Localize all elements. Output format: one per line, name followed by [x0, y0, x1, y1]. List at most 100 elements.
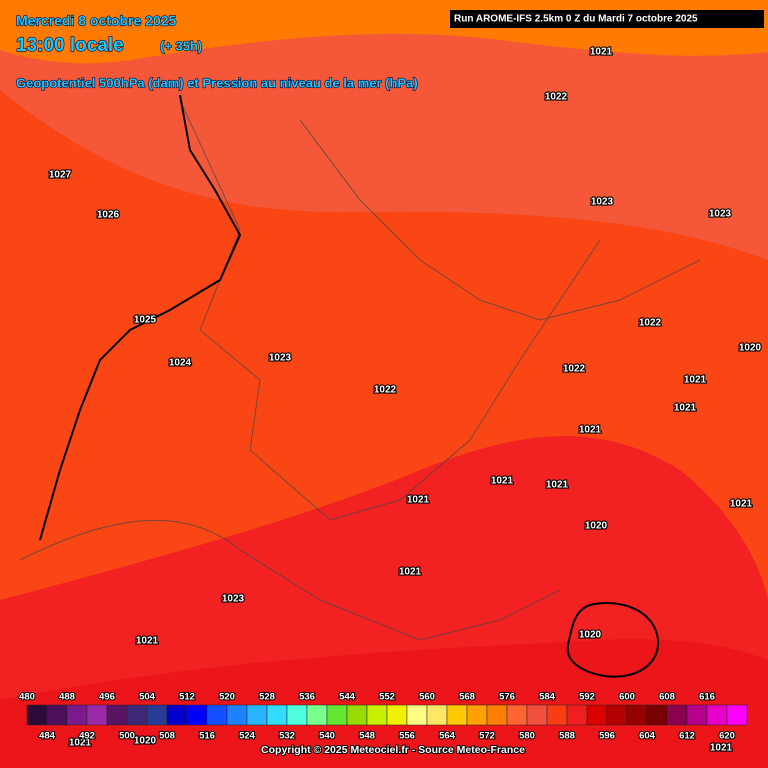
isobar-label: 1023 — [709, 209, 732, 220]
colorbar-swatch — [106, 704, 128, 726]
colorbar-label: 556 — [399, 731, 415, 742]
isobar-label: 1021 — [674, 403, 697, 414]
border-line — [299, 119, 701, 321]
borders — [19, 99, 701, 641]
isobar-label: 1021 — [491, 476, 514, 487]
isobar-label: 1023 — [269, 353, 292, 364]
isobar-label: 1021 — [136, 636, 159, 647]
colorbar-swatch — [526, 704, 548, 726]
colorbar-swatch — [366, 704, 388, 726]
isobar-label: 1022 — [639, 318, 662, 329]
colorbar-swatch — [86, 704, 108, 726]
colorbar-swatch — [246, 704, 268, 726]
colorbar-swatch — [406, 704, 428, 726]
copyright: Copyright © 2025 Meteociel.fr - Source M… — [261, 744, 525, 756]
colorbar-label: 604 — [639, 731, 656, 742]
coast-line — [39, 94, 242, 541]
colorbar-label: 516 — [199, 731, 215, 742]
colorbar-label: 568 — [459, 692, 475, 703]
colorbar-label: 612 — [679, 731, 695, 742]
colorbar-swatch — [226, 704, 248, 726]
isobar-label: 1021 — [69, 738, 92, 749]
isobar-label: 1021 — [710, 743, 733, 754]
colorbar-label: 572 — [479, 731, 495, 742]
colorbar-swatch — [46, 704, 68, 726]
colorbar-swatch — [266, 704, 288, 726]
colorbar-label: 520 — [219, 692, 235, 703]
isobar-label: 1023 — [591, 197, 614, 208]
colorbar-swatch — [686, 704, 708, 726]
colorbar-label: 620 — [719, 731, 735, 742]
isobar-label: 1020 — [585, 521, 608, 532]
colorbar-label: 544 — [339, 692, 356, 703]
colorbar-swatch — [586, 704, 608, 726]
isobar-label: 1021 — [579, 425, 602, 436]
colorbar-label: 532 — [279, 731, 295, 742]
colorbar-label: 616 — [699, 692, 715, 703]
colorbar-label: 588 — [559, 731, 575, 742]
colorbar-label: 508 — [159, 731, 175, 742]
isobar-label: 1025 — [134, 315, 157, 326]
colorbar-label: 600 — [619, 692, 635, 703]
isobar-label: 1021 — [684, 375, 707, 386]
colorbar-label: 552 — [379, 692, 395, 703]
border-line — [19, 519, 241, 561]
colorbar-label: 492 — [79, 731, 95, 742]
isobar-label: 1023 — [222, 594, 245, 605]
colorbar-swatch — [486, 704, 508, 726]
geopotential-band — [0, 639, 768, 768]
colorbar-label: 496 — [99, 692, 115, 703]
colorbar-swatch — [166, 704, 188, 726]
colorbar-swatch — [566, 704, 588, 726]
colorbar-label: 548 — [359, 731, 375, 742]
colorbar-label: 596 — [599, 731, 615, 742]
colorbar-swatch — [626, 704, 648, 726]
coastline — [39, 94, 660, 678]
colorbar-label: 480 — [19, 692, 35, 703]
isobar-label: 1020 — [579, 630, 602, 641]
isobar-label: 1026 — [97, 210, 120, 221]
colorbar-swatch — [606, 704, 628, 726]
colorbar-swatch — [306, 704, 328, 726]
isobar-label: 1021 — [546, 480, 569, 491]
colorbar-swatch — [146, 704, 168, 726]
lead-time: (+ 35h) — [160, 38, 202, 53]
run-info: Run AROME-IFS 2.5km 0 Z du Mardi 7 octob… — [454, 14, 698, 25]
colorbar-label: 528 — [259, 692, 275, 703]
colorbar-swatch — [546, 704, 568, 726]
colorbar-swatch — [386, 704, 408, 726]
isobar-label: 1020 — [739, 343, 762, 354]
geopotential-band — [0, 0, 768, 260]
colorbar-swatch — [206, 704, 228, 726]
colorbar-swatch — [126, 704, 148, 726]
colorbar-swatch — [66, 704, 88, 726]
colorbar-swatch — [186, 704, 208, 726]
isobar-label: 1022 — [563, 364, 586, 375]
colorbar-swatch — [346, 704, 368, 726]
colorbar-label: 524 — [239, 731, 256, 742]
border-line — [239, 549, 561, 641]
colorbar-label: 564 — [439, 731, 456, 742]
colorbar-label: 484 — [39, 731, 56, 742]
isobar-label: 1024 — [169, 358, 192, 369]
isobar-label: 1021 — [399, 567, 422, 578]
colorbar-swatch — [446, 704, 468, 726]
isobar-label: 1027 — [49, 170, 72, 181]
colorbar-label: 592 — [579, 692, 595, 703]
border-line — [179, 99, 601, 521]
colorbar-swatch — [26, 704, 48, 726]
colorbar-swatch — [706, 704, 728, 726]
colorbar-swatch — [466, 704, 488, 726]
colorbar-label: 560 — [419, 692, 435, 703]
colorbar-swatch — [666, 704, 688, 726]
date: Mercredi 8 octobre 2025 — [16, 13, 177, 29]
colorbar-label: 500 — [119, 731, 135, 742]
subtitle: Geopotentiel 500hPa (dam) et Pression au… — [16, 75, 418, 90]
colorbar-swatch — [646, 704, 668, 726]
colorbar-label: 608 — [659, 692, 675, 703]
isobar-1020 — [566, 602, 660, 678]
colorbar-label: 488 — [59, 692, 75, 703]
colorbar-label: 576 — [499, 692, 515, 703]
colorbar-label: 580 — [519, 731, 535, 742]
